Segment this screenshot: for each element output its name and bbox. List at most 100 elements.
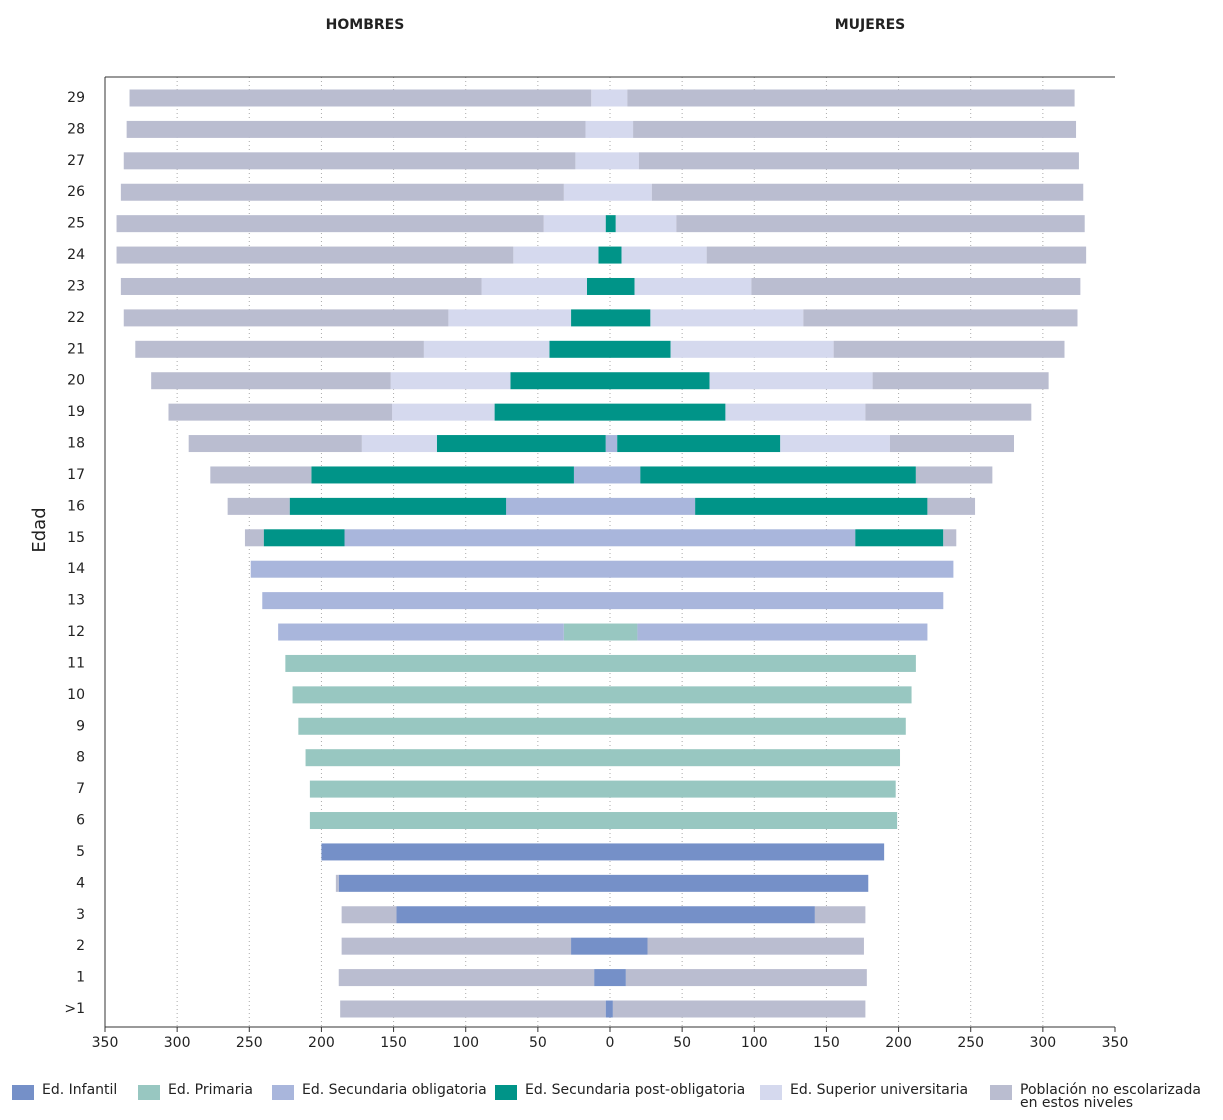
bar-segment bbox=[338, 874, 610, 892]
y-tick-label: 14 bbox=[67, 561, 85, 577]
y-axis-label: Edad bbox=[29, 507, 50, 552]
bar-segment bbox=[361, 435, 437, 453]
legend-label: Ed. Secundaria obligatoria bbox=[302, 1082, 487, 1098]
bar-segment bbox=[814, 906, 866, 924]
y-tick-label: 15 bbox=[67, 530, 85, 546]
bar-segment bbox=[151, 372, 391, 390]
legend-label: Ed. Primaria bbox=[168, 1082, 253, 1098]
x-tick-label: 300 bbox=[164, 1035, 191, 1051]
bar-segment bbox=[123, 152, 576, 170]
bar-segment bbox=[610, 277, 635, 295]
legend-swatch bbox=[760, 1085, 782, 1100]
y-tick-label: >1 bbox=[64, 1001, 85, 1017]
x-tick-label: 0 bbox=[606, 1035, 615, 1051]
bar-segment bbox=[637, 623, 928, 641]
bar-segment bbox=[126, 120, 586, 138]
y-tick-label: 9 bbox=[76, 718, 85, 734]
bar-segment bbox=[494, 403, 610, 421]
x-tick-label: 350 bbox=[92, 1035, 119, 1051]
bar-segment bbox=[610, 215, 616, 233]
bar-segment bbox=[670, 340, 834, 358]
bar-segment bbox=[610, 120, 634, 138]
legend-item: Ed. Infantil bbox=[12, 1082, 118, 1100]
bar-segment bbox=[751, 277, 1081, 295]
bar-segment bbox=[341, 937, 572, 955]
legend-swatch bbox=[495, 1085, 517, 1100]
bar-segment bbox=[513, 246, 599, 264]
bar-segment bbox=[610, 183, 652, 201]
bar-segment bbox=[598, 246, 610, 264]
y-tick-label: 4 bbox=[76, 875, 85, 891]
bar-segment bbox=[610, 843, 885, 861]
bar-segment bbox=[610, 246, 622, 264]
y-tick-label: 20 bbox=[67, 373, 85, 389]
bar-segment bbox=[309, 780, 610, 798]
bar-segment bbox=[780, 435, 890, 453]
bar-segment bbox=[305, 749, 610, 767]
bar-segment bbox=[615, 215, 677, 233]
bar-segment bbox=[390, 372, 511, 390]
bar-segment bbox=[129, 89, 592, 107]
bar-segment bbox=[591, 89, 610, 107]
bar-segment bbox=[510, 372, 610, 390]
bar-segment bbox=[610, 906, 815, 924]
bar-segment bbox=[278, 623, 564, 641]
x-tick-label: 100 bbox=[452, 1035, 479, 1051]
bar-segment bbox=[638, 152, 1079, 170]
bar-segment bbox=[481, 277, 587, 295]
bar-segment bbox=[610, 749, 901, 767]
y-tick-label: 26 bbox=[67, 184, 85, 200]
bar-segment bbox=[506, 497, 610, 515]
bar-segment bbox=[695, 497, 928, 515]
bar-segment bbox=[610, 529, 856, 547]
bar-segment bbox=[563, 623, 610, 641]
legend-label: Ed. Secundaria post-obligatoria bbox=[525, 1082, 746, 1098]
bar-segment bbox=[292, 686, 610, 704]
bar-segment bbox=[610, 717, 906, 735]
bar-segment bbox=[610, 686, 912, 704]
bar-segment bbox=[610, 780, 896, 798]
bar-segment bbox=[610, 466, 641, 484]
bar-segment bbox=[625, 969, 867, 987]
bar-segment bbox=[610, 309, 651, 327]
bar-segment bbox=[855, 529, 944, 547]
bar-segment bbox=[605, 435, 610, 453]
y-tick-label: 8 bbox=[76, 750, 85, 766]
bar-segment bbox=[244, 529, 264, 547]
bar-segment bbox=[311, 466, 574, 484]
bar-segment bbox=[309, 812, 610, 830]
y-tick-label: 28 bbox=[67, 121, 85, 137]
x-tick-label: 250 bbox=[957, 1035, 984, 1051]
y-tick-label: 23 bbox=[67, 278, 85, 294]
bar-segment bbox=[120, 277, 482, 295]
y-tick-label: 25 bbox=[67, 216, 85, 232]
y-tick-label: 29 bbox=[67, 90, 85, 106]
x-tick-label: 100 bbox=[741, 1035, 768, 1051]
bar-segment bbox=[341, 906, 397, 924]
bar-segment bbox=[621, 246, 707, 264]
bar-segment bbox=[610, 497, 696, 515]
x-tick-label: 150 bbox=[380, 1035, 407, 1051]
y-tick-label: 5 bbox=[76, 844, 85, 860]
bar-segment bbox=[706, 246, 1087, 264]
bar-segment bbox=[335, 874, 339, 892]
bar-segment bbox=[116, 246, 514, 264]
legend-label: Ed. Infantil bbox=[42, 1082, 118, 1098]
bar-segment bbox=[610, 874, 869, 892]
bar-segment bbox=[610, 89, 628, 107]
bar-segment bbox=[210, 466, 312, 484]
bar-segment bbox=[250, 560, 610, 578]
x-tick-label: 200 bbox=[885, 1035, 912, 1051]
bar-segment bbox=[650, 309, 804, 327]
bar-segment bbox=[610, 1000, 613, 1018]
bar-segment bbox=[263, 529, 345, 547]
bar-segment bbox=[573, 466, 610, 484]
bar-segment bbox=[321, 843, 610, 861]
left-title: HOMBRES bbox=[326, 17, 405, 33]
legend-label: Población no escolarizada en estos nivel… bbox=[1020, 1082, 1201, 1111]
bar-segment bbox=[610, 592, 944, 610]
bar-segment bbox=[123, 309, 449, 327]
bar-segment bbox=[640, 466, 916, 484]
bar-segment bbox=[617, 435, 781, 453]
